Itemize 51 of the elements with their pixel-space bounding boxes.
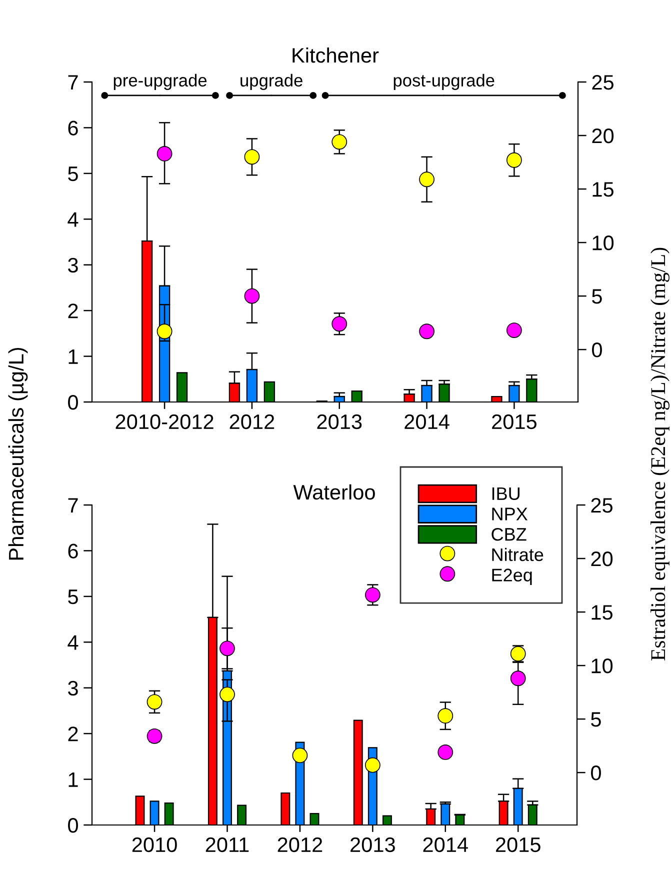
y-tick-label: 4 xyxy=(68,635,78,650)
legend-label: Nitrate xyxy=(492,548,544,562)
y2-tick-label: 5 xyxy=(591,712,601,727)
annotation: post-upgrade xyxy=(394,74,494,90)
y2-tick-label: 25 xyxy=(592,75,614,90)
y2-tick-label: 10 xyxy=(592,236,614,250)
y-tick-label: 6 xyxy=(68,120,78,136)
y2-tick-label: 15 xyxy=(592,182,614,197)
y2-tick-label: 0 xyxy=(591,766,601,780)
x-tick-label: 2011 xyxy=(206,837,249,852)
legend-label: E2eq xyxy=(492,568,532,586)
chart-title: Kitchener xyxy=(292,47,379,63)
x-tick-label: 2010-2012 xyxy=(116,414,214,430)
y2-tick-label: 5 xyxy=(592,289,602,304)
y-tick-label: 3 xyxy=(68,258,78,273)
y-tick-label: 2 xyxy=(68,304,78,318)
y-tick-label: 6 xyxy=(68,544,78,558)
y2-tick-label: 20 xyxy=(591,552,613,566)
y-tick-label: 1 xyxy=(68,350,78,364)
x-tick-label: 2013 xyxy=(317,414,362,430)
x-tick-label: 2015 xyxy=(496,837,540,852)
x-tick-label: 2014 xyxy=(404,414,450,430)
y-tick-label: 7 xyxy=(68,498,78,513)
y-tick-label: 4 xyxy=(68,212,78,227)
y2-tick-label: 0 xyxy=(592,342,602,358)
y2-tick-label: 25 xyxy=(591,498,612,513)
annotation: pre-upgrade xyxy=(114,74,207,90)
x-tick-label: 2014 xyxy=(423,837,468,852)
y2-axis-title: Estradiol equivalence (E2eq ng/L)/Nitrate (mg/L) xyxy=(650,248,670,660)
y-tick-label: 0 xyxy=(68,818,78,833)
y-tick-label: 5 xyxy=(68,590,78,604)
y-tick-label: 5 xyxy=(68,166,78,182)
legend-label: IBU xyxy=(492,487,520,500)
y2-tick-label: 20 xyxy=(592,128,614,144)
x-tick-label: 2013 xyxy=(350,837,395,852)
legend-label: NPX xyxy=(492,508,528,520)
legend-label: CBZ xyxy=(492,528,526,541)
annotation: upgrade xyxy=(240,74,302,90)
y-tick-label: 2 xyxy=(68,726,78,742)
x-tick-label: 2015 xyxy=(492,414,536,430)
y-tick-label: 7 xyxy=(68,75,78,90)
chart-title: Waterloo xyxy=(293,484,375,500)
x-tick-label: 2012 xyxy=(230,414,274,430)
y-axis-title: Pharmaceuticals (µg/L) xyxy=(8,348,28,560)
y2-tick-label: 15 xyxy=(592,605,612,620)
y2-tick-label: 10 xyxy=(592,658,613,674)
y-tick-label: 0 xyxy=(68,395,78,410)
x-tick-label: 2010 xyxy=(132,837,177,852)
y-tick-label: 1 xyxy=(68,772,78,787)
x-tick-label: 2012 xyxy=(278,837,322,852)
y-tick-label: 3 xyxy=(68,680,78,696)
